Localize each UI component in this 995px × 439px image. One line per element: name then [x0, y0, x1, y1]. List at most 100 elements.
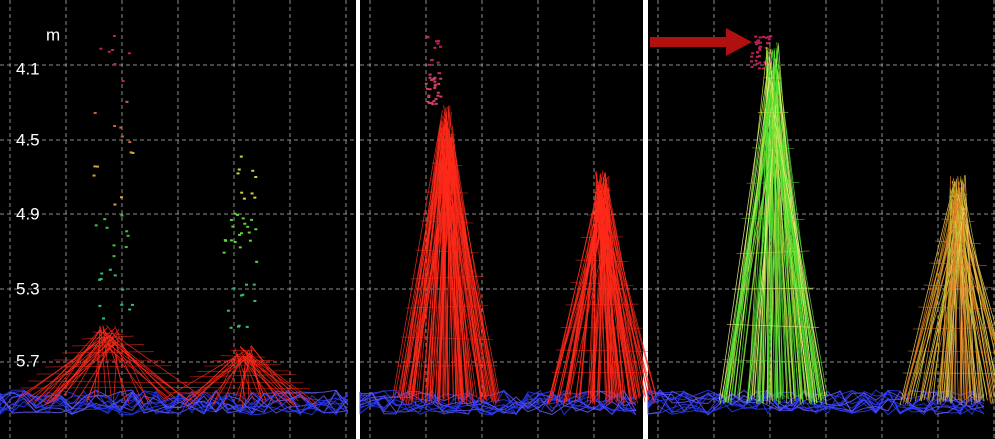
echo-dot [757, 41, 761, 44]
wire [447, 149, 454, 401]
wire [778, 111, 812, 402]
wire [558, 225, 598, 398]
wire [410, 167, 453, 397]
echo-dot [243, 222, 247, 225]
echo-dot [430, 101, 434, 104]
echo-dot [252, 283, 256, 286]
wire [250, 345, 299, 402]
echo-dot [124, 246, 128, 249]
echo-dot [120, 135, 124, 138]
echo-dot [93, 165, 97, 168]
axis-label: 5.7 [16, 351, 40, 370]
wire [935, 240, 981, 245]
wire [421, 162, 444, 403]
wire [112, 338, 119, 403]
wire [731, 287, 815, 290]
echo-dot [767, 35, 771, 38]
wire [949, 193, 957, 401]
wire [723, 75, 780, 398]
wire [176, 387, 310, 390]
wire [964, 175, 976, 403]
wire [426, 159, 442, 399]
echo-dot [438, 45, 442, 48]
echo-dot [121, 80, 125, 83]
echo-dot [247, 231, 251, 234]
echo-dot [756, 39, 760, 42]
echo-dot [229, 239, 233, 242]
wire [965, 224, 995, 379]
wire [558, 193, 607, 402]
echo-dot [755, 55, 759, 58]
echo-dot [253, 299, 257, 302]
wire [185, 354, 242, 409]
wire [903, 187, 964, 398]
noise-floor [647, 389, 985, 416]
echo-dot [250, 218, 254, 221]
wire [234, 353, 292, 407]
echo-dot [121, 288, 125, 291]
echo-dot [433, 80, 437, 83]
echo-dot [248, 239, 252, 242]
wire [596, 185, 632, 404]
wire [771, 128, 789, 400]
echo-dot [241, 217, 245, 220]
echo-dot [125, 230, 129, 233]
wire [451, 125, 481, 396]
echo-dot [764, 36, 768, 39]
echo-dot [119, 196, 123, 199]
echo-dot [434, 102, 438, 105]
wire [903, 201, 952, 403]
noise-floor [0, 391, 349, 416]
echo-dot [254, 176, 258, 179]
wire [102, 337, 169, 401]
echo-dot [232, 287, 236, 290]
wire [778, 64, 817, 403]
wire [726, 324, 820, 328]
echo-dot [129, 151, 133, 154]
wire [946, 188, 952, 398]
wire [394, 122, 447, 398]
echo-dot [231, 225, 235, 228]
axis-label: 4.9 [16, 204, 40, 223]
wire [213, 355, 243, 405]
echo-dot [233, 240, 237, 243]
echo-dot [239, 155, 243, 158]
echo-dot [112, 255, 116, 258]
wire [607, 195, 651, 396]
wire [945, 207, 964, 401]
echo-dot [750, 65, 754, 68]
echo-dot [758, 47, 762, 50]
echo-dot [99, 47, 103, 50]
echo-dot [105, 226, 109, 229]
wire [392, 110, 443, 399]
echo-dot [755, 62, 759, 65]
arrow-shaft [650, 37, 728, 47]
arrow [650, 28, 752, 56]
echo-dot [241, 293, 245, 296]
wire [106, 325, 167, 403]
wire [99, 329, 176, 399]
wire [236, 354, 247, 405]
echo-dot [245, 325, 249, 328]
wire [912, 327, 995, 330]
echo-dot [229, 218, 233, 221]
wire [34, 334, 112, 402]
wire [773, 110, 813, 404]
echo-dot [763, 61, 767, 64]
echo-dot [437, 82, 441, 85]
wire [111, 336, 144, 404]
echo-dot [427, 63, 431, 66]
echo-dot [757, 67, 761, 70]
echo-dot [754, 41, 758, 44]
wire [768, 76, 807, 398]
wire [102, 325, 130, 404]
echo-dot [434, 98, 438, 101]
wire [567, 181, 600, 400]
wire [234, 355, 253, 399]
wire [28, 380, 188, 384]
axis-labels: m 4.1 4.5 4.9 5.3 5.7 [16, 25, 60, 370]
wire [197, 370, 289, 372]
wire [961, 188, 967, 405]
echo-dot [113, 125, 117, 128]
echo-dot [131, 303, 135, 306]
